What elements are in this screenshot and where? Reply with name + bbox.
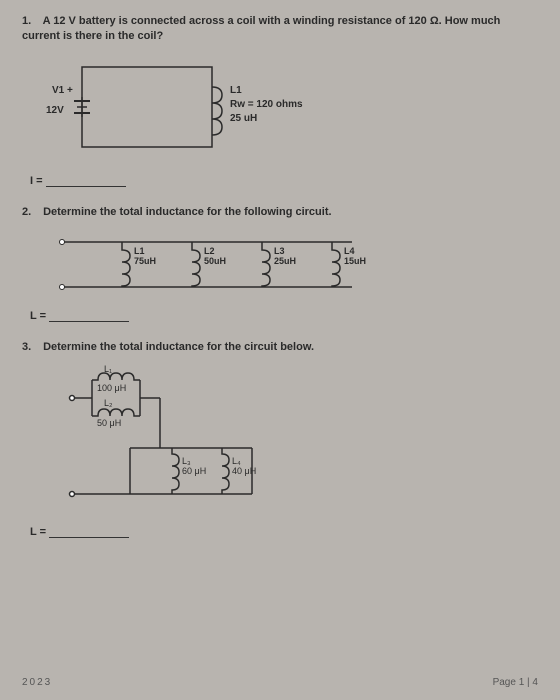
q2-prompt: Determine the total inductance for the f… xyxy=(43,206,331,218)
q2-ind3-name: L4 xyxy=(344,246,366,256)
q2-ind1-name: L2 xyxy=(204,246,226,256)
q3-text: 3. Determine the total inductance for th… xyxy=(22,340,538,355)
footer-year: 2023 xyxy=(22,677,52,688)
q1-answer-line: I = xyxy=(30,175,538,187)
q3-schematic xyxy=(52,368,292,518)
q3-circuit: L₁ 100 μH L₂ 50 μH L₃ 60 μH L₄ 40 μH xyxy=(52,368,538,518)
q2-schematic xyxy=(52,232,372,302)
q1-blank xyxy=(46,175,126,187)
q3-ans-prefix: L = xyxy=(30,526,46,538)
q2-number: 2. xyxy=(22,205,40,220)
question-3: 3. Determine the total inductance for th… xyxy=(22,340,538,537)
page-footer: 2023 Page 1 | 4 xyxy=(22,677,538,688)
q1-v-value: 12V xyxy=(46,105,64,116)
q1-circuit: V1 + 12V L1 Rw = 120 ohms 25 uH xyxy=(52,57,538,167)
q2-ind3-val: 15uH xyxy=(344,256,366,266)
q3-number: 3. xyxy=(22,340,40,355)
q3-l2-sym: L₂ xyxy=(104,398,113,408)
q2-ind0-val: 75uH xyxy=(134,256,156,266)
q1-lh-label: 25 uH xyxy=(230,113,257,124)
q2-blank xyxy=(49,310,129,322)
q2-ind2-name: L3 xyxy=(274,246,296,256)
q3-l1-sym: L₁ xyxy=(104,364,112,374)
q1-l1-label: L1 xyxy=(230,85,242,96)
q3-l2-val: 50 μH xyxy=(97,418,121,428)
q2-circuit: L1 75uH L2 50uH L3 25uH L4 15uH xyxy=(52,232,538,302)
q2-text: 2. Determine the total inductance for th… xyxy=(22,205,538,220)
q1-schematic xyxy=(52,57,332,167)
q3-l4-val: 40 μH xyxy=(232,466,256,476)
q2-ans-prefix: L = xyxy=(30,310,46,322)
question-2: 2. Determine the total inductance for th… xyxy=(22,205,538,322)
q2-answer-line: L = xyxy=(30,310,538,322)
q1-number: 1. xyxy=(22,14,40,29)
q1-prompt: A 12 V battery is connected across a coi… xyxy=(22,15,500,42)
q1-v1-label: V1 + xyxy=(52,85,73,96)
q2-ind0-name: L1 xyxy=(134,246,156,256)
q3-l4-sym: L₄ xyxy=(232,456,241,466)
q3-l1-val: 100 μH xyxy=(97,383,126,393)
q1-text: 1. A 12 V battery is connected across a … xyxy=(22,14,538,45)
q3-l3-val: 60 μH xyxy=(182,466,206,476)
footer-page: Page 1 | 4 xyxy=(493,677,538,688)
q2-ind1-val: 50uH xyxy=(204,256,226,266)
q3-answer-line: L = xyxy=(30,526,538,538)
question-1: 1. A 12 V battery is connected across a … xyxy=(22,14,538,187)
q3-l3-sym: L₃ xyxy=(182,456,191,466)
q1-ans-prefix: I = xyxy=(30,175,43,187)
q3-blank xyxy=(49,526,129,538)
q2-ind2-val: 25uH xyxy=(274,256,296,266)
q3-prompt: Determine the total inductance for the c… xyxy=(43,341,314,353)
q1-rw-label: Rw = 120 ohms xyxy=(230,99,303,110)
